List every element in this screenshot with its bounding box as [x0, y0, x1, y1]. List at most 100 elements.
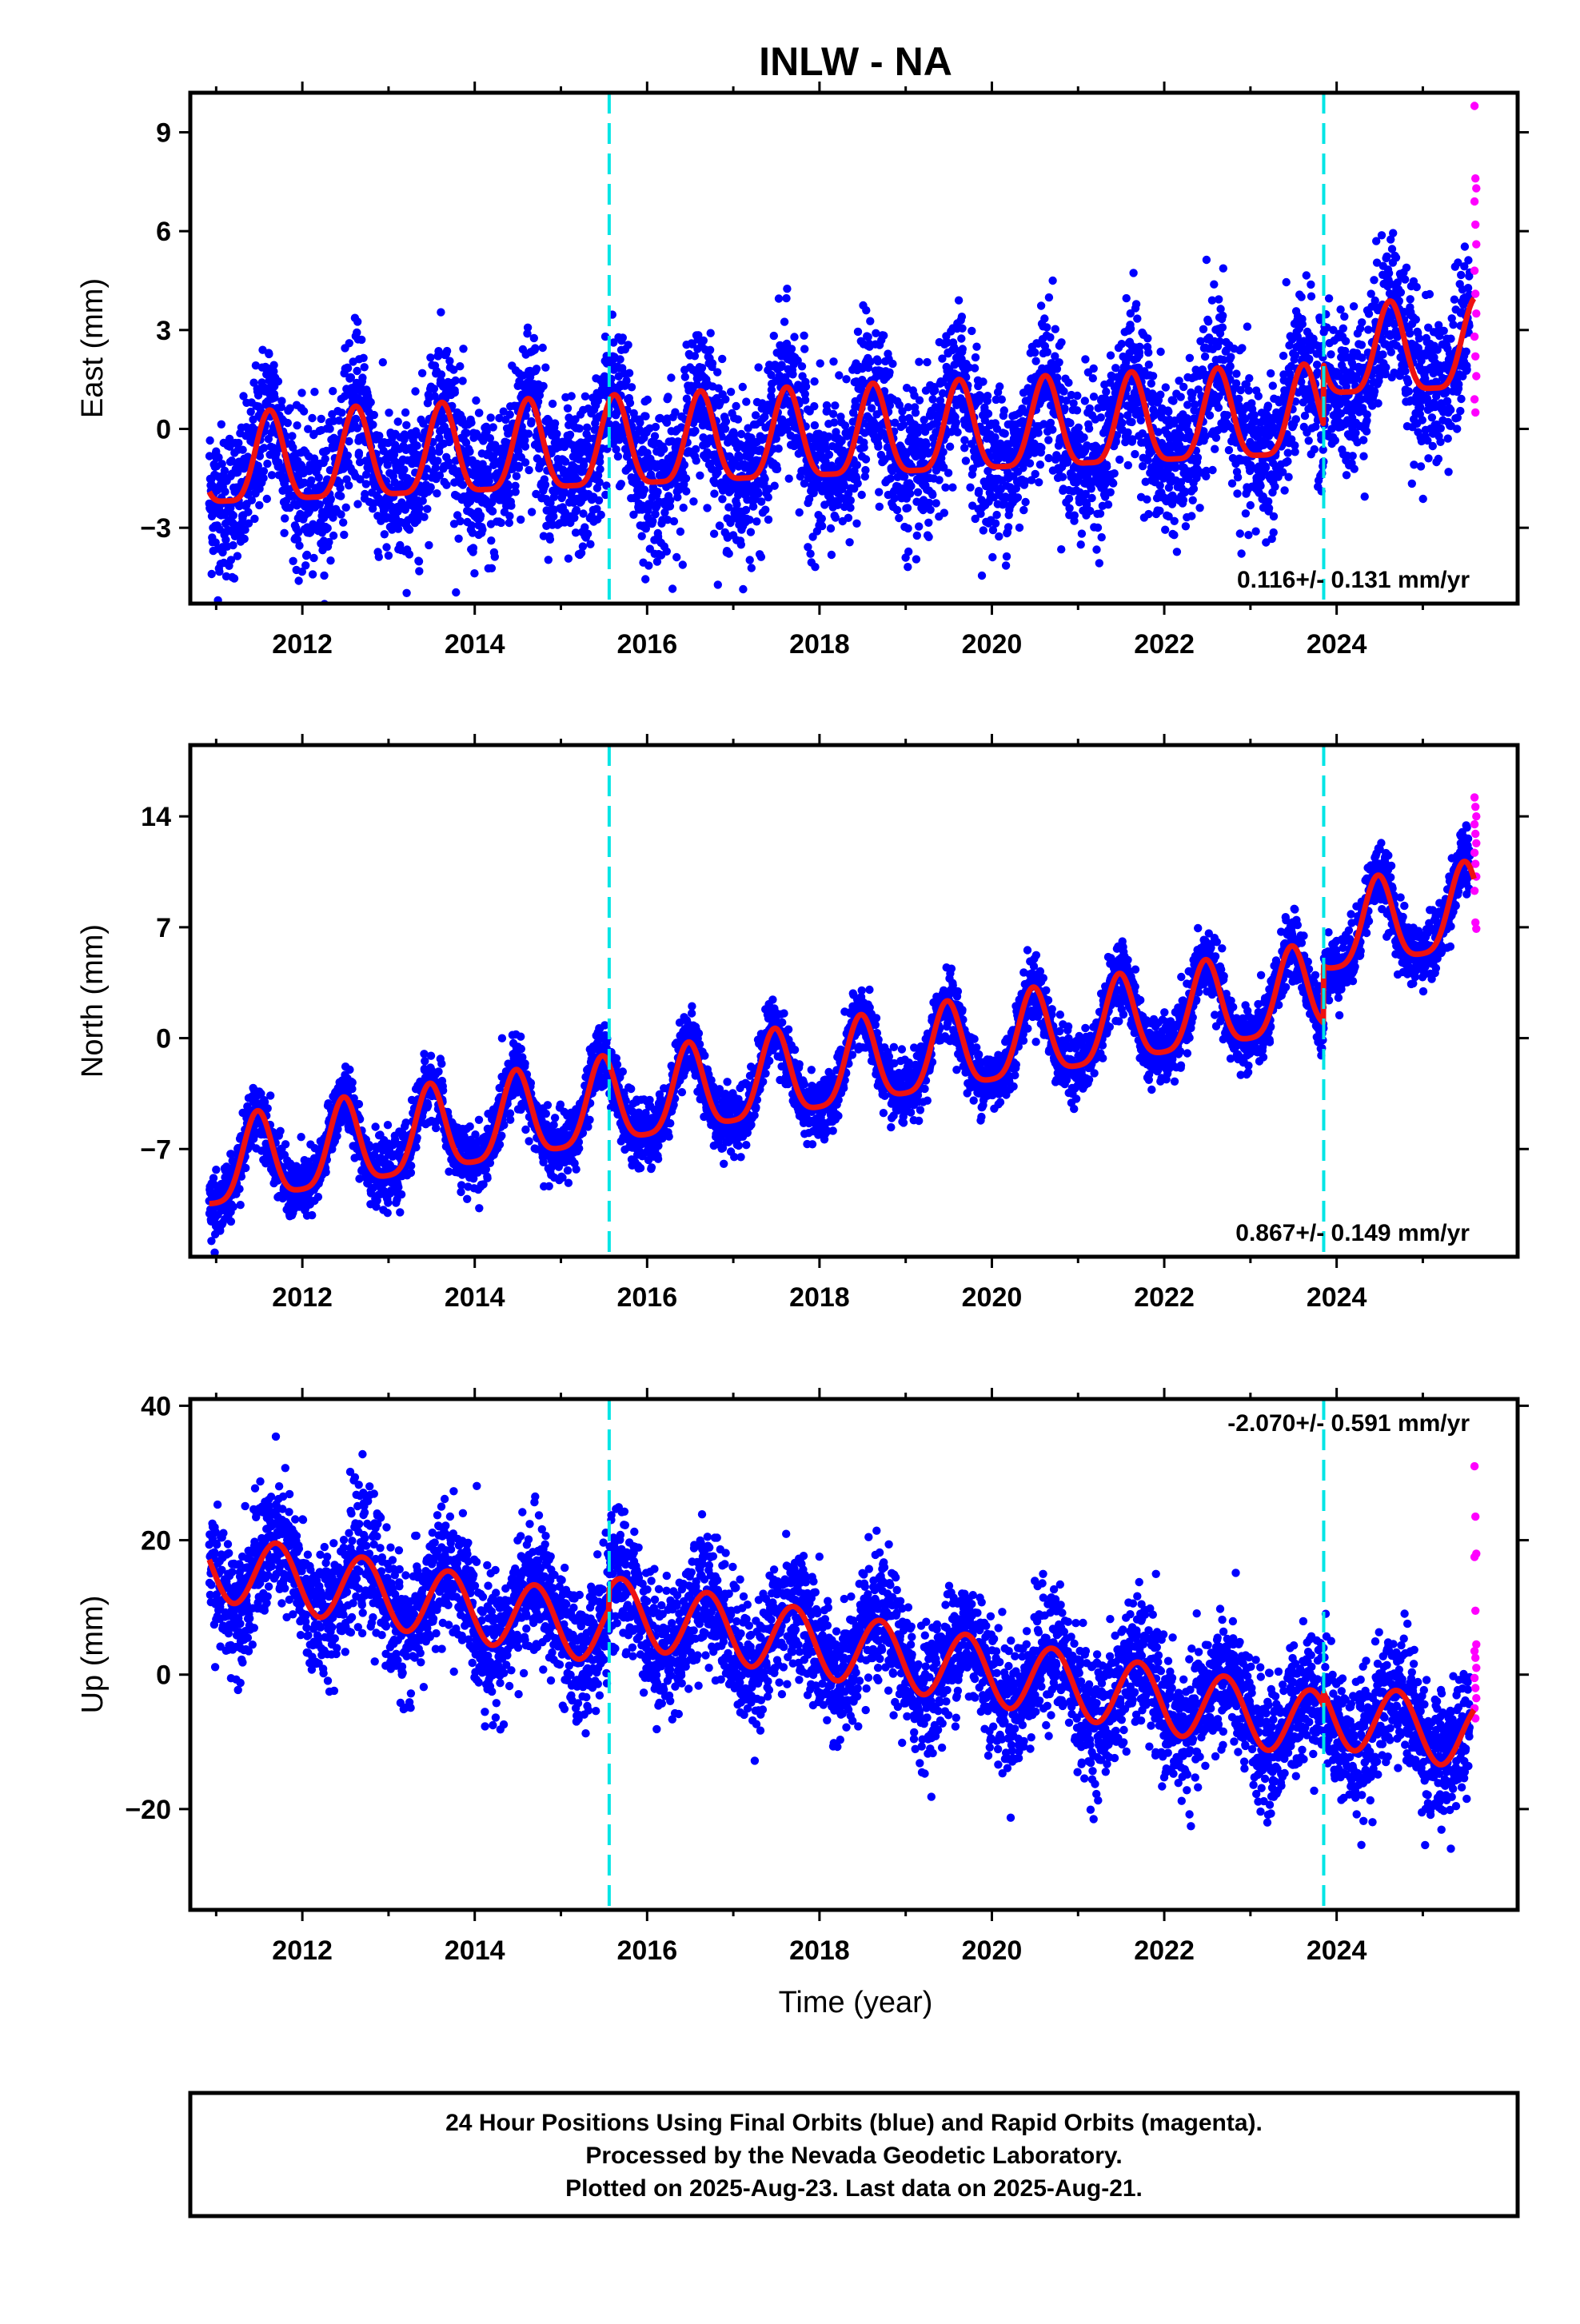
data-point-final — [1037, 443, 1046, 452]
data-point-final — [255, 452, 265, 460]
data-point-final — [1102, 387, 1111, 397]
data-point-final — [932, 499, 940, 508]
data-point-final — [728, 515, 736, 524]
data-point-final — [1044, 293, 1054, 302]
data-point-final — [1164, 407, 1173, 417]
data-point-final — [320, 571, 329, 580]
data-point-final — [445, 357, 454, 365]
data-point-final — [523, 329, 532, 338]
data-point-final — [571, 415, 580, 424]
data-point-final — [1057, 338, 1066, 347]
data-point-final — [323, 524, 332, 532]
data-point-final — [462, 429, 471, 437]
data-point-final — [402, 588, 411, 597]
data-point-final — [681, 474, 691, 483]
data-point-final — [864, 333, 872, 341]
data-point-final — [852, 460, 862, 469]
data-point-final — [1360, 492, 1369, 501]
data-point-final — [816, 359, 824, 368]
data-point-final — [853, 479, 862, 488]
data-point-final — [369, 421, 377, 429]
data-point-final — [294, 528, 303, 536]
data-point-final — [384, 551, 393, 560]
data-point-final — [953, 428, 962, 436]
data-point-final — [1144, 361, 1154, 369]
data-point-final — [983, 392, 992, 401]
data-point-final — [442, 480, 451, 489]
data-point-final — [1169, 397, 1178, 405]
data-point-final — [531, 344, 540, 353]
data-point-final — [1031, 357, 1040, 365]
data-point-final — [505, 518, 513, 528]
data-point-final — [571, 528, 581, 537]
data-point-final — [992, 510, 1001, 520]
data-point-final — [736, 540, 745, 549]
data-point-final — [913, 488, 923, 496]
data-point-final — [1143, 495, 1151, 504]
data-point-final — [811, 563, 820, 572]
data-point-final — [325, 537, 333, 547]
data-point-final — [945, 442, 955, 451]
data-point-final — [315, 500, 325, 509]
data-point-final — [680, 373, 689, 381]
data-point-final — [828, 409, 838, 418]
data-point-final — [519, 371, 528, 380]
data-point-final — [627, 383, 636, 392]
data-point-final — [233, 552, 242, 560]
data-point-final — [435, 433, 444, 442]
data-point-final — [1161, 383, 1171, 392]
data-point-final — [1185, 353, 1195, 362]
data-point-final — [354, 448, 364, 457]
data-point-final — [383, 460, 392, 469]
data-point-final — [533, 397, 543, 406]
data-point-final — [718, 495, 727, 504]
data-point-final — [960, 444, 969, 452]
data-point-final — [267, 471, 277, 480]
data-point-final — [928, 395, 937, 404]
data-point-final — [1211, 444, 1219, 453]
data-point-final — [425, 540, 433, 550]
data-point-final — [1226, 362, 1235, 371]
data-point-final — [788, 370, 797, 379]
data-point-final — [308, 413, 317, 423]
data-point-final — [345, 481, 353, 490]
data-point-final — [699, 336, 708, 345]
data-point-final — [532, 489, 541, 499]
data-point-final — [1307, 280, 1315, 289]
data-point-final — [1025, 459, 1035, 468]
data-point-final — [744, 424, 752, 433]
data-point-final — [524, 429, 533, 438]
data-point-final — [1088, 374, 1098, 383]
data-point-final — [378, 358, 387, 367]
data-point-final — [692, 380, 701, 389]
data-point-final — [935, 476, 944, 484]
data-point-final — [1048, 425, 1057, 434]
data-point-final — [523, 323, 533, 332]
data-point-final — [539, 532, 549, 540]
data-point-final — [1179, 496, 1188, 504]
data-point-final — [641, 575, 650, 584]
data-point-final — [596, 464, 604, 474]
data-point-final — [561, 488, 569, 497]
data-point-final — [1144, 509, 1153, 519]
data-point-final — [353, 366, 361, 376]
data-point-final — [1080, 397, 1090, 405]
data-point-final — [336, 484, 345, 492]
data-point-final — [317, 414, 325, 424]
data-point-final — [544, 556, 553, 564]
data-point-final — [310, 388, 319, 397]
data-point-final — [1089, 393, 1099, 401]
data-point-final — [1256, 481, 1265, 490]
data-point-final — [1070, 511, 1079, 520]
data-point-final — [1227, 479, 1237, 488]
data-point-final — [226, 556, 236, 564]
data-point-final — [548, 399, 557, 409]
data-point-final — [361, 480, 370, 488]
data-point-final — [940, 508, 949, 517]
data-point-final — [259, 467, 269, 476]
data-point-final — [578, 542, 588, 551]
data-point-final — [262, 494, 271, 504]
data-point-final — [644, 561, 653, 570]
data-point-final — [774, 294, 784, 303]
data-point-final — [1127, 417, 1136, 427]
